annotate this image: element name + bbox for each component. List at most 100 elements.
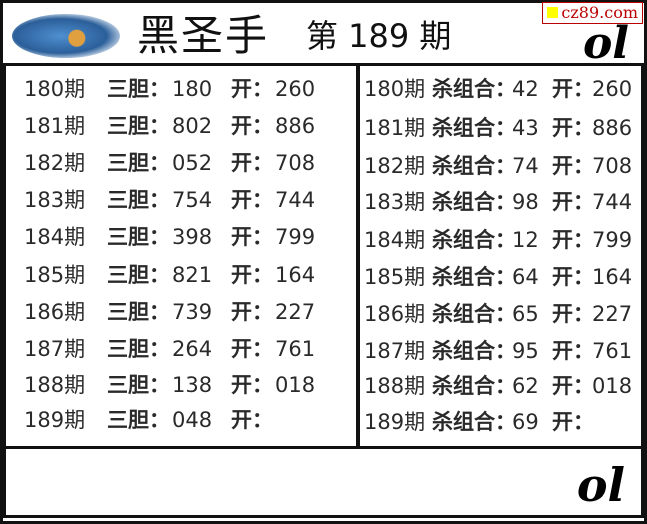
left-open-label: 开： <box>231 225 273 249</box>
right-period: 186期 <box>364 302 426 326</box>
right-open-value: 744 <box>592 190 633 214</box>
right-open-value: 164 <box>592 265 633 289</box>
footer-signature-image: ol <box>576 458 625 512</box>
right-period: 187期 <box>364 339 426 363</box>
left-open-label: 开： <box>231 373 273 397</box>
right-open-label: 开： <box>552 116 594 140</box>
right-value: 62 <box>512 374 539 398</box>
left-label: 三胆： <box>107 263 170 287</box>
left-period: 183期 <box>24 188 86 212</box>
right-open-value: 799 <box>592 228 633 252</box>
right-open-value: 708 <box>592 154 633 178</box>
left-value: 048 <box>172 408 213 432</box>
left-label: 三胆： <box>107 300 170 324</box>
left-label: 三胆： <box>107 188 170 212</box>
right-period: 184期 <box>364 228 426 252</box>
left-open-value: 744 <box>275 188 316 212</box>
left-period: 184期 <box>24 225 86 249</box>
left-value: 264 <box>172 337 213 361</box>
left-value: 754 <box>172 188 213 212</box>
left-label: 三胆： <box>107 337 170 361</box>
left-label: 三胆： <box>107 77 170 101</box>
left-open-label: 开： <box>231 151 273 175</box>
footer-panel <box>3 446 644 518</box>
left-open-label: 开： <box>231 408 273 432</box>
left-value: 821 <box>172 263 213 287</box>
right-open-label: 开： <box>552 228 594 252</box>
left-value: 052 <box>172 151 213 175</box>
left-open-label: 开： <box>231 300 273 324</box>
right-open-label: 开： <box>552 190 594 214</box>
left-open-label: 开： <box>231 188 273 212</box>
left-label: 三胆： <box>107 114 170 138</box>
left-period: 181期 <box>24 114 86 138</box>
logo-image <box>12 14 120 58</box>
page-title: 黑圣手 <box>137 11 270 60</box>
right-period: 181期 <box>364 116 426 140</box>
right-label: 杀组合： <box>432 228 516 252</box>
right-open-value: 227 <box>592 302 633 326</box>
right-value: 65 <box>512 302 539 326</box>
signature-image: ol <box>582 18 629 69</box>
right-period: 183期 <box>364 190 426 214</box>
right-open-label: 开： <box>552 339 594 363</box>
left-open-label: 开： <box>231 114 273 138</box>
left-value: 739 <box>172 300 213 324</box>
left-open-value: 799 <box>275 225 316 249</box>
right-value: 74 <box>512 154 539 178</box>
left-open-label: 开： <box>231 337 273 361</box>
site-badge[interactable]: cz89.com <box>542 2 643 24</box>
right-open-label: 开： <box>552 154 594 178</box>
right-period: 189期 <box>364 410 426 434</box>
right-value: 43 <box>512 116 539 140</box>
right-period: 185期 <box>364 265 426 289</box>
badge-square-icon <box>547 7 559 18</box>
left-value: 802 <box>172 114 213 138</box>
left-open-value: 260 <box>275 77 316 101</box>
right-value: 42 <box>512 77 539 101</box>
left-open-value: 761 <box>275 337 316 361</box>
right-open-label: 开： <box>552 410 594 434</box>
left-label: 三胆： <box>107 373 170 397</box>
left-value: 398 <box>172 225 213 249</box>
right-open-label: 开： <box>552 77 594 101</box>
left-label: 三胆： <box>107 225 170 249</box>
left-open-value: 018 <box>275 373 316 397</box>
right-value: 69 <box>512 410 539 434</box>
right-open-label: 开： <box>552 265 594 289</box>
right-open-label: 开： <box>552 302 594 326</box>
right-open-value: 260 <box>592 77 633 101</box>
left-period: 189期 <box>24 408 86 432</box>
right-period: 180期 <box>364 77 426 101</box>
right-label: 杀组合： <box>432 302 516 326</box>
left-open-value: 708 <box>275 151 316 175</box>
left-label: 三胆： <box>107 151 170 175</box>
right-label: 杀组合： <box>432 374 516 398</box>
right-period: 188期 <box>364 374 426 398</box>
left-open-label: 开： <box>231 263 273 287</box>
left-period: 182期 <box>24 151 86 175</box>
left-period: 180期 <box>24 77 86 101</box>
left-period: 186期 <box>24 300 86 324</box>
right-label: 杀组合： <box>432 190 516 214</box>
left-open-value: 227 <box>275 300 316 324</box>
left-table <box>3 63 359 449</box>
left-period: 185期 <box>24 263 86 287</box>
left-label: 三胆： <box>107 408 170 432</box>
site-badge-text: cz89.com <box>561 3 638 22</box>
issue-number: 第 189 期 <box>306 17 452 55</box>
right-value: 64 <box>512 265 539 289</box>
left-open-label: 开： <box>231 77 273 101</box>
left-value: 138 <box>172 373 213 397</box>
right-value: 12 <box>512 228 539 252</box>
right-value: 98 <box>512 190 539 214</box>
right-open-value: 761 <box>592 339 633 363</box>
left-value: 180 <box>172 77 213 101</box>
right-value: 95 <box>512 339 539 363</box>
right-label: 杀组合： <box>432 116 516 140</box>
right-label: 杀组合： <box>432 410 516 434</box>
right-open-label: 开： <box>552 374 594 398</box>
left-open-value: 886 <box>275 114 316 138</box>
left-open-value: 164 <box>275 263 316 287</box>
left-period: 188期 <box>24 373 86 397</box>
